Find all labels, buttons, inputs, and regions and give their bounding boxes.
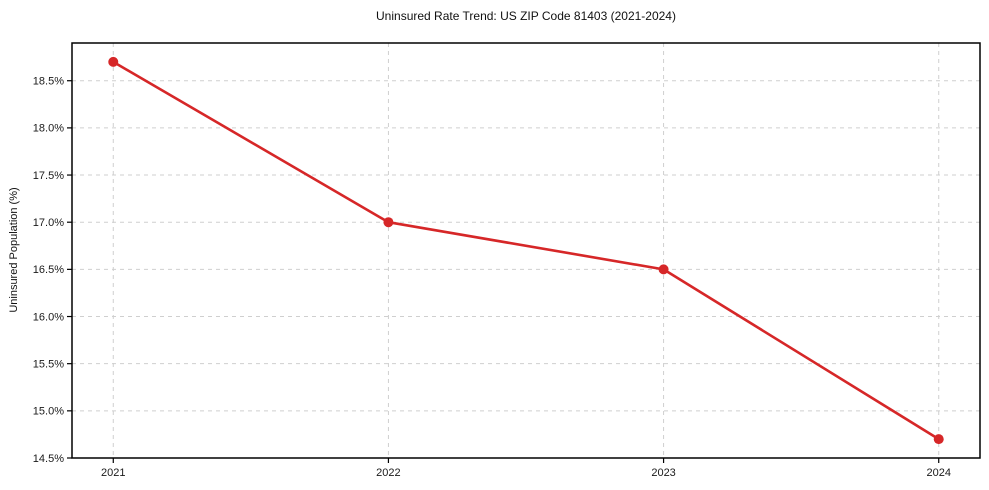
data-point-marker bbox=[658, 264, 669, 275]
x-tick-label: 2024 bbox=[926, 467, 950, 479]
y-tick-label: 14.5% bbox=[33, 453, 64, 465]
y-tick-label: 16.5% bbox=[33, 264, 64, 276]
y-tick-label: 15.0% bbox=[33, 406, 64, 418]
x-tick-label: 2021 bbox=[101, 467, 125, 479]
y-tick-label: 18.0% bbox=[33, 123, 64, 135]
data-point-marker bbox=[383, 217, 394, 228]
data-point-marker bbox=[108, 56, 119, 67]
y-tick-label: 17.0% bbox=[33, 217, 64, 229]
y-tick-label: 15.5% bbox=[33, 359, 64, 371]
chart-title: Uninsured Rate Trend: US ZIP Code 81403 … bbox=[376, 9, 676, 23]
plot-border bbox=[71, 42, 981, 459]
y-tick-label: 18.5% bbox=[33, 76, 64, 88]
y-axis-label: Uninsured Population (%) bbox=[8, 187, 20, 313]
x-tick-label: 2023 bbox=[651, 467, 675, 479]
y-tick-label: 16.0% bbox=[33, 311, 64, 323]
y-tick-label: 17.5% bbox=[33, 170, 64, 182]
x-tick-label: 2022 bbox=[376, 467, 400, 479]
trend-line bbox=[111, 60, 941, 441]
data-point-marker bbox=[933, 434, 944, 445]
